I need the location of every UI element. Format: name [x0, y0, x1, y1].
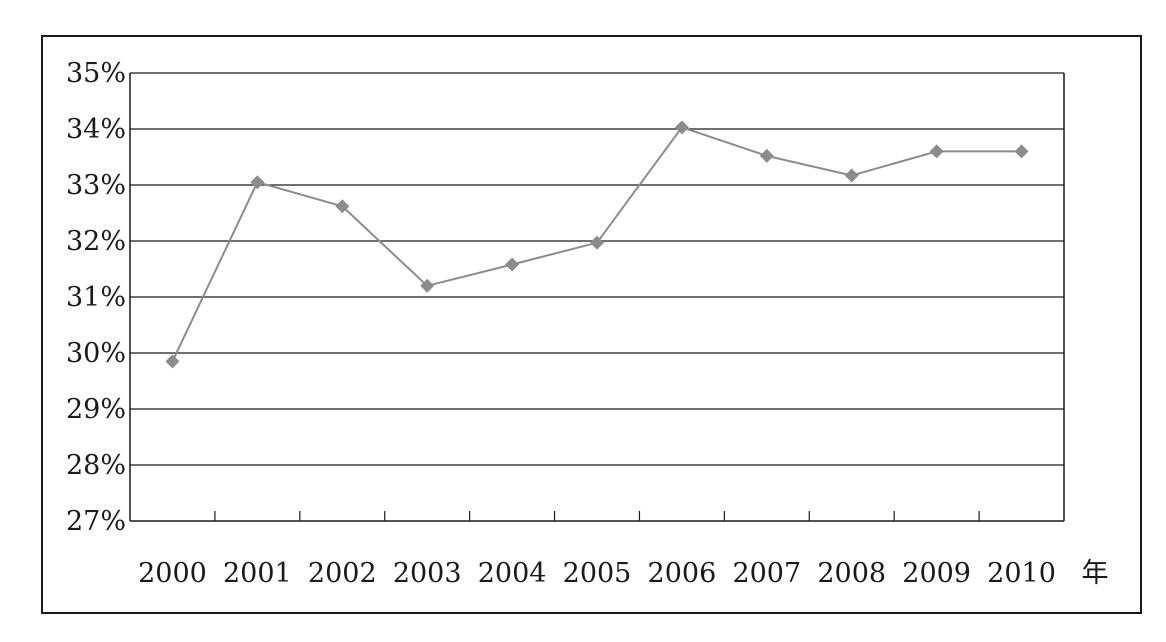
data-point-marker: [929, 144, 944, 159]
y-tick-label: 35%: [66, 58, 126, 89]
data-point-marker: [335, 199, 350, 214]
data-point-marker: [590, 235, 604, 250]
data-series: [165, 120, 1029, 369]
data-point-marker: [420, 278, 435, 293]
x-tick-label: 2001: [223, 558, 292, 589]
data-point-marker: [759, 148, 774, 163]
data-point-marker: [844, 168, 859, 183]
y-axis-ticks: 27% 28% 29% 30% 31% 32% 33% 34% 35%: [66, 58, 126, 537]
x-tick-label: 2003: [393, 558, 462, 589]
chart-frame: [41, 35, 1142, 614]
x-tick-label: 2000: [138, 558, 207, 589]
x-tick-label: 2005: [563, 558, 632, 589]
data-point-marker: [674, 120, 689, 135]
axes: [129, 73, 1065, 522]
y-tick-label: 31%: [66, 282, 126, 313]
x-tick-label: 2008: [817, 558, 886, 589]
y-tick-label: 34%: [66, 114, 126, 145]
grid-lines: [130, 72, 1064, 466]
x-tick-label: 2007: [732, 558, 801, 589]
x-axis-ticks: 2000 2001 2002 2003 2004 2005 2006 2007 2008 2009…: [138, 511, 1056, 589]
x-axis-unit-label: 年: [1082, 558, 1109, 589]
y-tick-label: 27%: [66, 506, 126, 537]
x-tick-label: 2004: [478, 558, 547, 589]
x-tick-label: 2010: [987, 558, 1056, 589]
y-tick-label: 28%: [66, 450, 126, 481]
data-point-marker: [250, 175, 265, 190]
y-tick-label: 30%: [66, 338, 126, 369]
x-tick-label: 2002: [308, 558, 377, 589]
data-point-marker: [1014, 144, 1029, 159]
x-tick-label: 2009: [902, 558, 971, 589]
data-point-marker: [165, 354, 180, 369]
data-point-marker: [505, 257, 520, 272]
y-tick-label: 32%: [66, 226, 126, 257]
x-tick-label: 2006: [648, 558, 717, 589]
y-tick-label: 33%: [66, 170, 126, 201]
y-tick-label: 29%: [66, 394, 126, 425]
